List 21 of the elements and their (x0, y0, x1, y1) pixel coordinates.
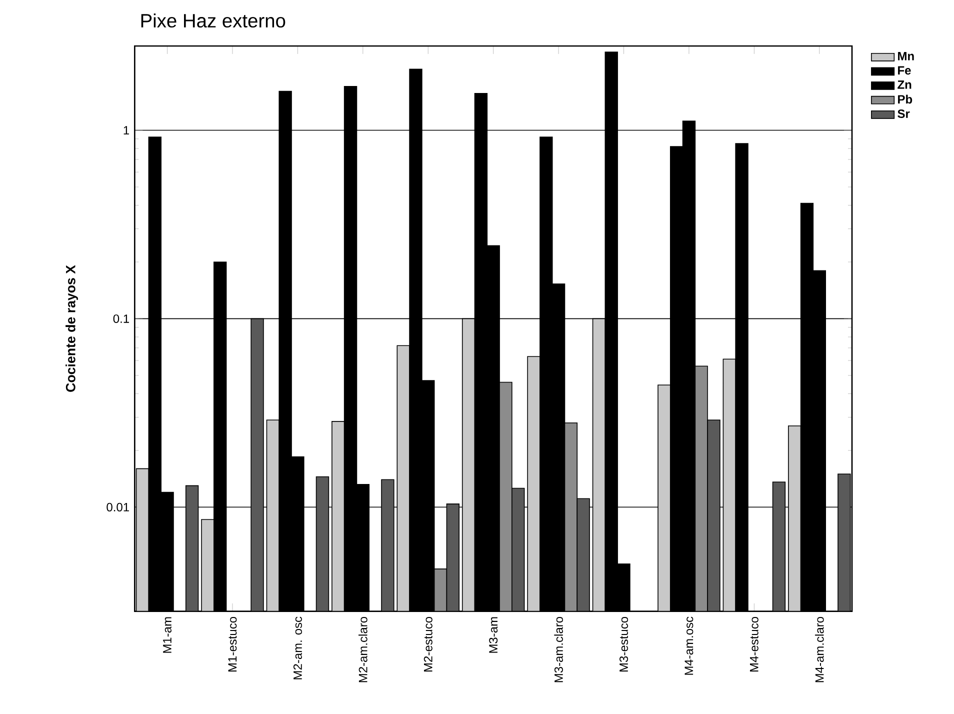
y-axis-title: Cociente de rayos X (66, 265, 78, 392)
x-tick-label: M3-estuco (620, 616, 628, 672)
x-tick-label: M1-estuco (228, 616, 237, 672)
x-tick-label: M4-am.osc (684, 616, 694, 675)
x-tick-label: M4-am.claro (814, 616, 824, 682)
x-tick-label: M2-am.claro (358, 616, 368, 682)
x-tick-label: M2-am. osc (293, 616, 302, 680)
y-tick-label: 0.1 (113, 314, 129, 323)
legend-label: Pb (898, 94, 912, 104)
chart-title: Pixe Haz externo (141, 13, 286, 28)
y-tick-label: 1 (124, 126, 129, 134)
x-tick-label: M4-estuco (750, 616, 758, 672)
x-tick-label: M2-estuco (424, 616, 432, 672)
legend-label: Sr (898, 109, 910, 118)
x-tick-label: M3-am.claro (554, 616, 563, 682)
x-tick-label: M3-am (489, 617, 498, 653)
legend-label: Fe (898, 66, 911, 75)
x-tick-label: M1-am (163, 617, 172, 653)
legend-label: Mn (898, 52, 914, 60)
legend-label: Zn (898, 80, 912, 89)
y-tick-label: 0.01 (106, 502, 129, 512)
